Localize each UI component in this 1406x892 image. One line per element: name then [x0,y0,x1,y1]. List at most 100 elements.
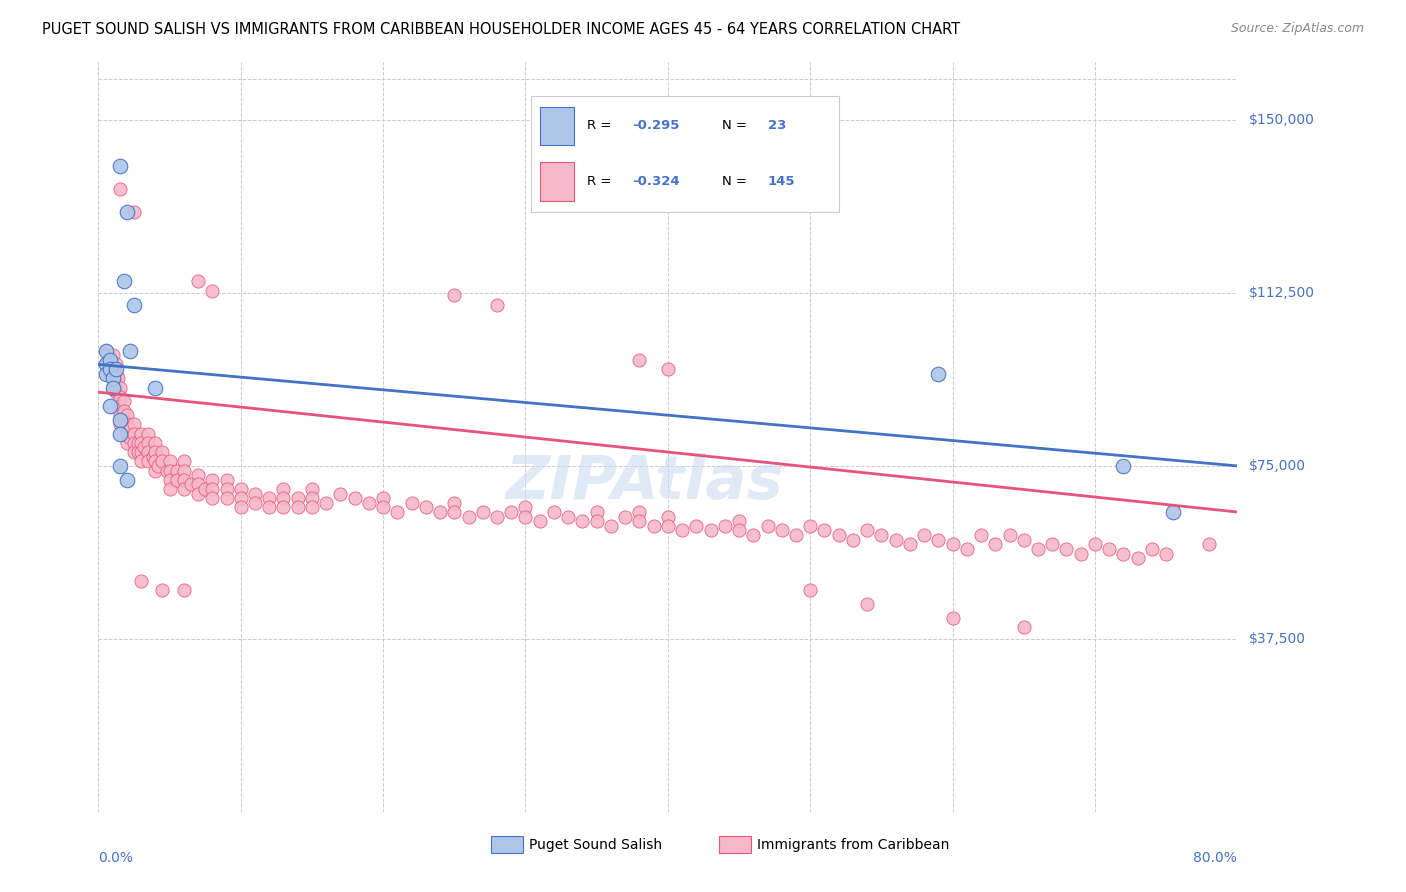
Point [194,482,217,496]
Point [127,445,149,459]
Point [101,362,124,376]
Point [122,445,145,459]
Point [585,514,607,528]
Point [166,473,188,487]
Point [898,537,921,551]
Point [129,445,152,459]
Point [1012,533,1035,547]
Point [215,491,238,505]
Point [273,482,295,496]
Point [585,505,607,519]
Point [98,352,121,367]
Text: $37,500: $37,500 [1249,632,1305,646]
Point [571,514,593,528]
Point [129,454,152,468]
Point [94,358,117,372]
Text: 80.0%: 80.0% [1194,851,1237,864]
Point [94,367,117,381]
Point [1098,541,1121,556]
Point [628,505,651,519]
Point [1040,537,1063,551]
Point [173,473,195,487]
Point [1154,547,1177,561]
Point [201,473,224,487]
Point [942,611,965,625]
Point [115,426,138,441]
Point [273,491,295,505]
Point [145,454,167,468]
Point [201,491,224,505]
Point [108,458,131,473]
Point [97,352,120,367]
Point [101,380,124,394]
FancyBboxPatch shape [491,837,523,853]
Point [301,482,323,496]
Point [643,519,665,533]
Point [1161,505,1184,519]
Point [1070,547,1092,561]
FancyBboxPatch shape [718,837,751,853]
Point [856,524,879,538]
Point [148,458,170,473]
Point [229,500,252,515]
Point [152,445,174,459]
Point [927,367,949,381]
Point [115,205,138,219]
Point [657,509,679,524]
Point [101,380,124,394]
Point [343,491,366,505]
Point [152,583,174,598]
Point [145,380,167,394]
Point [141,450,163,464]
Point [515,509,537,524]
Point [173,482,195,496]
Point [118,343,141,358]
Point [173,583,195,598]
Point [127,435,149,450]
Point [557,509,579,524]
Point [373,491,395,505]
Point [98,362,121,376]
Point [799,519,821,533]
Text: $112,500: $112,500 [1249,286,1315,300]
Point [401,496,423,510]
Text: Immigrants from Caribbean: Immigrants from Caribbean [756,838,949,852]
Point [145,435,167,450]
Text: Puget Sound Salish: Puget Sound Salish [529,838,662,852]
Point [415,500,437,515]
Point [104,385,127,400]
Point [942,537,965,551]
Point [387,505,409,519]
Point [600,519,623,533]
Point [136,426,159,441]
Point [108,408,131,422]
Point [112,275,135,289]
Point [115,435,138,450]
Point [187,477,209,491]
Point [187,275,209,289]
Point [315,496,337,510]
Point [101,371,124,385]
Point [373,500,395,515]
Point [129,435,152,450]
Point [742,528,765,542]
Point [136,435,159,450]
Point [101,348,124,362]
Point [699,524,721,538]
Point [104,367,127,381]
Point [145,445,167,459]
Point [998,528,1021,542]
Text: Source: ZipAtlas.com: Source: ZipAtlas.com [1230,22,1364,36]
Point [970,528,993,542]
Point [122,435,145,450]
Point [543,505,565,519]
Point [984,537,1007,551]
Point [129,44,152,58]
Point [115,417,138,432]
Point [628,352,651,367]
Point [108,390,131,404]
Point [614,509,637,524]
Point [357,496,380,510]
Point [243,486,266,500]
Point [107,371,129,385]
